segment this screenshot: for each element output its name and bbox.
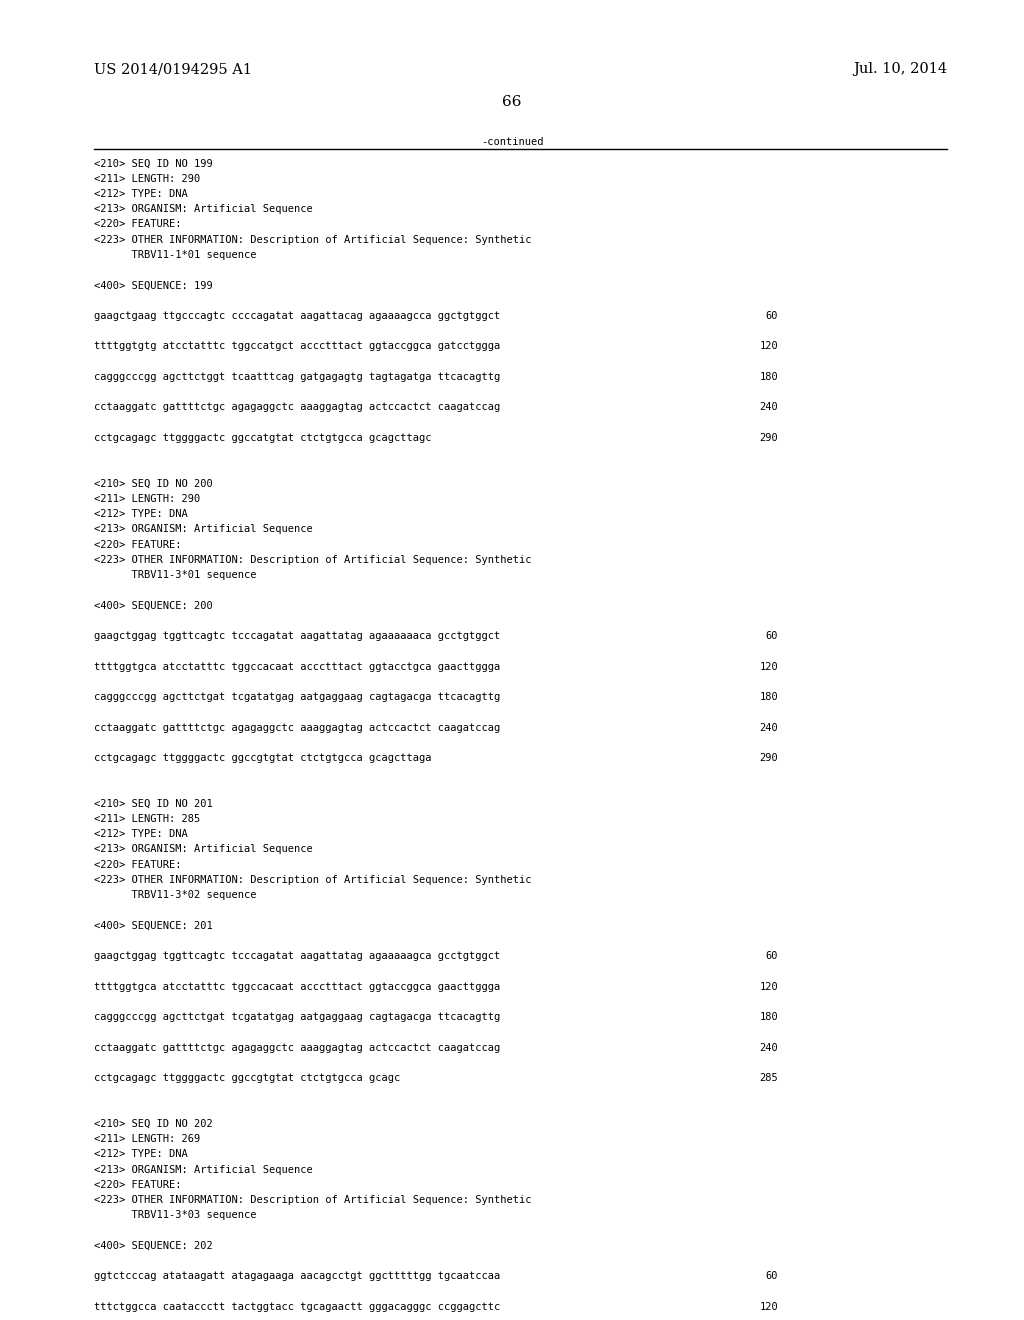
Text: cctgcagagc ttggggactc ggccgtgtat ctctgtgcca gcagcttaga: cctgcagagc ttggggactc ggccgtgtat ctctgtg…: [94, 752, 432, 763]
Text: <220> FEATURE:: <220> FEATURE:: [94, 219, 181, 230]
Text: Jul. 10, 2014: Jul. 10, 2014: [853, 62, 947, 77]
Text: <213> ORGANISM: Artificial Sequence: <213> ORGANISM: Artificial Sequence: [94, 524, 313, 535]
Text: cctgcagagc ttggggactc ggccgtgtat ctctgtgcca gcagc: cctgcagagc ttggggactc ggccgtgtat ctctgtg…: [94, 1073, 400, 1084]
Text: 240: 240: [760, 1043, 778, 1052]
Text: ttttggtgca atcctatttc tggccacaat accctttact ggtacctgca gaacttggga: ttttggtgca atcctatttc tggccacaat acccttt…: [94, 661, 501, 672]
Text: 180: 180: [760, 1012, 778, 1022]
Text: <220> FEATURE:: <220> FEATURE:: [94, 1180, 181, 1189]
Text: 60: 60: [766, 310, 778, 321]
Text: <212> TYPE: DNA: <212> TYPE: DNA: [94, 510, 188, 519]
Text: cctaaggatc gattttctgc agagaggctc aaaggagtag actccactct caagatccag: cctaaggatc gattttctgc agagaggctc aaaggag…: [94, 722, 501, 733]
Text: cagggcccgg agcttctggt tcaatttcag gatgagagtg tagtagatga ttcacagttg: cagggcccgg agcttctggt tcaatttcag gatgaga…: [94, 372, 501, 381]
Text: TRBV11-3*02 sequence: TRBV11-3*02 sequence: [94, 890, 257, 900]
Text: 60: 60: [766, 1271, 778, 1282]
Text: <223> OTHER INFORMATION: Description of Artificial Sequence: Synthetic: <223> OTHER INFORMATION: Description of …: [94, 235, 531, 244]
Text: ttttggtgtg atcctatttc tggccatgct accctttact ggtaccggca gatcctggga: ttttggtgtg atcctatttc tggccatgct acccttt…: [94, 342, 501, 351]
Text: cctaaggatc gattttctgc agagaggctc aaaggagtag actccactct caagatccag: cctaaggatc gattttctgc agagaggctc aaaggag…: [94, 403, 501, 412]
Text: cctgcagagc ttggggactc ggccatgtat ctctgtgcca gcagcttagc: cctgcagagc ttggggactc ggccatgtat ctctgtg…: [94, 433, 432, 442]
Text: gaagctgaag ttgcccagtc ccccagatat aagattacag agaaaagcca ggctgtggct: gaagctgaag ttgcccagtc ccccagatat aagatta…: [94, 310, 501, 321]
Text: <400> SEQUENCE: 199: <400> SEQUENCE: 199: [94, 280, 213, 290]
Text: <400> SEQUENCE: 202: <400> SEQUENCE: 202: [94, 1241, 213, 1251]
Text: cagggcccgg agcttctgat tcgatatgag aatgaggaag cagtagacga ttcacagttg: cagggcccgg agcttctgat tcgatatgag aatgagg…: [94, 1012, 501, 1022]
Text: <210> SEQ ID NO 202: <210> SEQ ID NO 202: [94, 1119, 213, 1129]
Text: <212> TYPE: DNA: <212> TYPE: DNA: [94, 1150, 188, 1159]
Text: <210> SEQ ID NO 200: <210> SEQ ID NO 200: [94, 479, 213, 488]
Text: 285: 285: [760, 1073, 778, 1084]
Text: 290: 290: [760, 752, 778, 763]
Text: <400> SEQUENCE: 200: <400> SEQUENCE: 200: [94, 601, 213, 611]
Text: 60: 60: [766, 952, 778, 961]
Text: 290: 290: [760, 433, 778, 442]
Text: 66: 66: [502, 95, 522, 110]
Text: <223> OTHER INFORMATION: Description of Artificial Sequence: Synthetic: <223> OTHER INFORMATION: Description of …: [94, 875, 531, 884]
Text: 240: 240: [760, 722, 778, 733]
Text: <223> OTHER INFORMATION: Description of Artificial Sequence: Synthetic: <223> OTHER INFORMATION: Description of …: [94, 554, 531, 565]
Text: 120: 120: [760, 661, 778, 672]
Text: 180: 180: [760, 692, 778, 702]
Text: <212> TYPE: DNA: <212> TYPE: DNA: [94, 829, 188, 840]
Text: tttctggcca caataccctt tactggtacc tgcagaactt gggacagggc ccggagcttc: tttctggcca caataccctt tactggtacc tgcagaa…: [94, 1302, 501, 1312]
Text: <220> FEATURE:: <220> FEATURE:: [94, 540, 181, 549]
Text: <400> SEQUENCE: 201: <400> SEQUENCE: 201: [94, 920, 213, 931]
Text: <211> LENGTH: 290: <211> LENGTH: 290: [94, 174, 201, 183]
Text: <220> FEATURE:: <220> FEATURE:: [94, 859, 181, 870]
Text: <213> ORGANISM: Artificial Sequence: <213> ORGANISM: Artificial Sequence: [94, 1164, 313, 1175]
Text: <212> TYPE: DNA: <212> TYPE: DNA: [94, 189, 188, 199]
Text: TRBV11-1*01 sequence: TRBV11-1*01 sequence: [94, 249, 257, 260]
Text: 240: 240: [760, 403, 778, 412]
Text: cagggcccgg agcttctgat tcgatatgag aatgaggaag cagtagacga ttcacagttg: cagggcccgg agcttctgat tcgatatgag aatgagg…: [94, 692, 501, 702]
Text: <211> LENGTH: 290: <211> LENGTH: 290: [94, 494, 201, 504]
Text: ttttggtgca atcctatttc tggccacaat accctttact ggtaccggca gaacttggga: ttttggtgca atcctatttc tggccacaat acccttt…: [94, 982, 501, 991]
Text: <213> ORGANISM: Artificial Sequence: <213> ORGANISM: Artificial Sequence: [94, 205, 313, 214]
Text: TRBV11-3*01 sequence: TRBV11-3*01 sequence: [94, 570, 257, 579]
Text: -continued: -continued: [480, 137, 544, 148]
Text: 120: 120: [760, 1302, 778, 1312]
Text: 120: 120: [760, 982, 778, 991]
Text: gaagctggag tggttcagtc tcccagatat aagattatag agaaaaaaca gcctgtggct: gaagctggag tggttcagtc tcccagatat aagatta…: [94, 631, 501, 642]
Text: <211> LENGTH: 285: <211> LENGTH: 285: [94, 814, 201, 824]
Text: US 2014/0194295 A1: US 2014/0194295 A1: [94, 62, 252, 77]
Text: 60: 60: [766, 631, 778, 642]
Text: <211> LENGTH: 269: <211> LENGTH: 269: [94, 1134, 201, 1144]
Text: ggtctcccag atataagatt atagagaaga aacagcctgt ggctttttgg tgcaatccaa: ggtctcccag atataagatt atagagaaga aacagcc…: [94, 1271, 501, 1282]
Text: <223> OTHER INFORMATION: Description of Artificial Sequence: Synthetic: <223> OTHER INFORMATION: Description of …: [94, 1195, 531, 1205]
Text: gaagctggag tggttcagtc tcccagatat aagattatag agaaaaagca gcctgtggct: gaagctggag tggttcagtc tcccagatat aagatta…: [94, 952, 501, 961]
Text: <213> ORGANISM: Artificial Sequence: <213> ORGANISM: Artificial Sequence: [94, 845, 313, 854]
Text: <210> SEQ ID NO 199: <210> SEQ ID NO 199: [94, 158, 213, 169]
Text: 120: 120: [760, 342, 778, 351]
Text: <210> SEQ ID NO 201: <210> SEQ ID NO 201: [94, 799, 213, 809]
Text: cctaaggatc gattttctgc agagaggctc aaaggagtag actccactct caagatccag: cctaaggatc gattttctgc agagaggctc aaaggag…: [94, 1043, 501, 1052]
Text: TRBV11-3*03 sequence: TRBV11-3*03 sequence: [94, 1210, 257, 1221]
Text: 180: 180: [760, 372, 778, 381]
